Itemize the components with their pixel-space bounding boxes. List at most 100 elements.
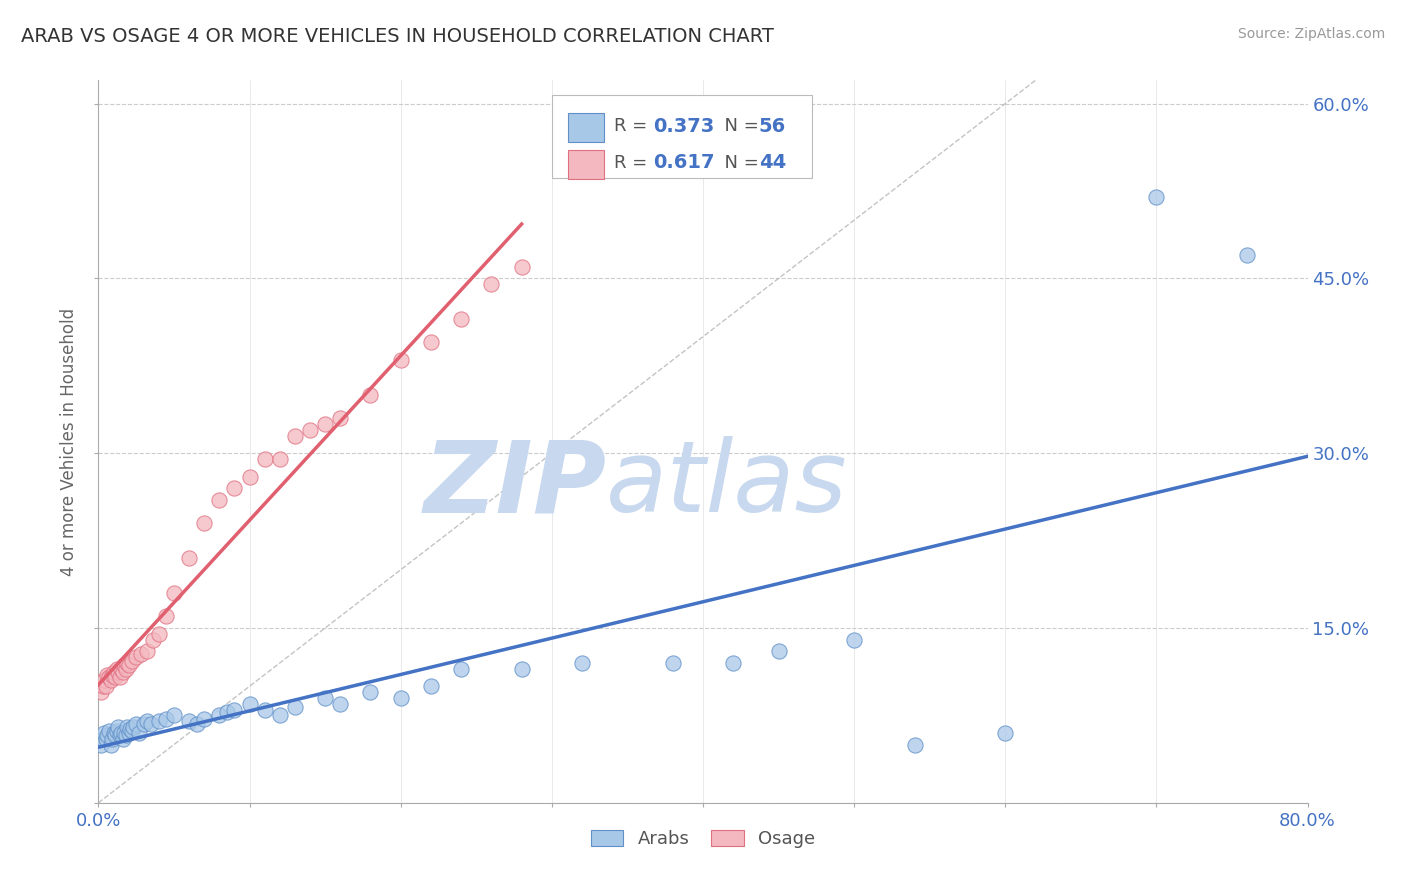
Point <box>1144 190 1167 204</box>
Point <box>94 731 117 746</box>
Text: atlas: atlas <box>606 436 848 533</box>
Point <box>723 656 745 670</box>
Point <box>101 667 124 681</box>
Point <box>110 726 132 740</box>
Point <box>125 650 148 665</box>
Point <box>193 516 215 530</box>
Text: R =: R = <box>613 153 652 172</box>
Point <box>329 411 352 425</box>
Point <box>571 656 593 670</box>
Point <box>105 662 128 676</box>
Text: N =: N = <box>713 153 765 172</box>
Text: R =: R = <box>613 118 652 136</box>
Point <box>193 712 215 726</box>
Point <box>142 632 165 647</box>
Text: 56: 56 <box>759 117 786 136</box>
Point <box>112 726 135 740</box>
Point <box>510 662 533 676</box>
Point <box>420 335 443 350</box>
Point <box>103 665 125 680</box>
Point <box>284 700 307 714</box>
Point <box>121 654 143 668</box>
Point <box>93 726 115 740</box>
Point <box>107 665 129 680</box>
Point <box>112 658 135 673</box>
Point <box>135 714 157 729</box>
Point <box>314 417 336 431</box>
Point <box>360 388 382 402</box>
Point <box>96 667 118 681</box>
Point <box>118 726 141 740</box>
Point <box>360 685 382 699</box>
Point <box>208 708 231 723</box>
Point <box>90 738 112 752</box>
Point <box>128 726 150 740</box>
Point <box>108 728 131 742</box>
Point <box>269 452 291 467</box>
Point <box>104 728 127 742</box>
Point <box>115 656 138 670</box>
Point <box>389 353 412 368</box>
Point <box>107 720 129 734</box>
Point <box>1236 248 1258 262</box>
Point <box>904 738 927 752</box>
Point <box>118 658 141 673</box>
Point <box>186 716 208 731</box>
Text: ARAB VS OSAGE 4 OR MORE VEHICLES IN HOUSEHOLD CORRELATION CHART: ARAB VS OSAGE 4 OR MORE VEHICLES IN HOUS… <box>21 27 773 45</box>
Point <box>163 708 186 723</box>
Point <box>132 716 155 731</box>
Point <box>105 723 128 738</box>
Point <box>224 702 246 716</box>
Point <box>148 714 170 729</box>
Point <box>122 720 145 734</box>
Legend: Arabs, Osage: Arabs, Osage <box>583 822 823 855</box>
Point <box>239 469 262 483</box>
Point <box>94 679 117 693</box>
Point <box>98 670 121 684</box>
Point <box>90 685 112 699</box>
Point <box>100 673 122 688</box>
Point <box>135 644 157 658</box>
Point <box>115 720 138 734</box>
Point <box>141 716 163 731</box>
FancyBboxPatch shape <box>568 113 603 142</box>
Point <box>93 673 115 688</box>
Point <box>111 665 134 680</box>
Point <box>129 647 152 661</box>
Point <box>389 690 412 705</box>
Text: N =: N = <box>713 118 765 136</box>
Point <box>148 627 170 641</box>
Point <box>450 662 472 676</box>
Point <box>994 726 1017 740</box>
Point <box>481 277 503 292</box>
FancyBboxPatch shape <box>568 150 603 178</box>
Point <box>101 731 124 746</box>
Point <box>121 723 143 738</box>
FancyBboxPatch shape <box>551 95 811 178</box>
Point <box>155 712 177 726</box>
Point <box>299 423 322 437</box>
Point <box>155 609 177 624</box>
Y-axis label: 4 or more Vehicles in Household: 4 or more Vehicles in Household <box>60 308 79 575</box>
Point <box>103 726 125 740</box>
Point <box>208 492 231 507</box>
Point <box>114 728 136 742</box>
Text: 44: 44 <box>759 153 786 172</box>
Point <box>179 714 201 729</box>
Point <box>179 551 201 566</box>
Point <box>111 731 134 746</box>
Text: 0.617: 0.617 <box>654 153 714 172</box>
Point <box>844 632 866 647</box>
Point <box>215 705 238 719</box>
Point <box>253 702 276 716</box>
Point <box>91 731 114 746</box>
Point <box>661 656 683 670</box>
Point <box>420 679 443 693</box>
Point <box>450 312 472 326</box>
Point <box>110 662 132 676</box>
Point <box>163 586 186 600</box>
Point <box>91 679 114 693</box>
Point <box>100 738 122 752</box>
Point <box>108 670 131 684</box>
Text: Source: ZipAtlas.com: Source: ZipAtlas.com <box>1237 27 1385 41</box>
